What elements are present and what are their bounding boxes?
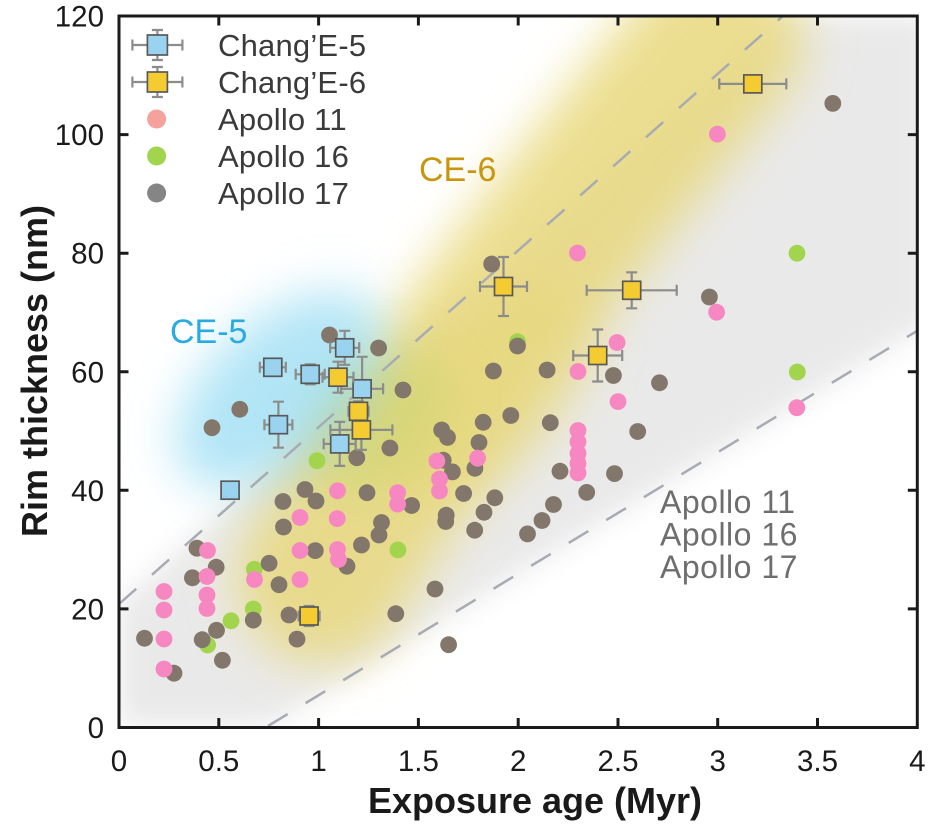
svg-text:Apollo 16: Apollo 16 xyxy=(660,517,798,553)
svg-text:2: 2 xyxy=(510,745,526,778)
svg-text:Apollo 11: Apollo 11 xyxy=(660,484,796,520)
svg-text:4: 4 xyxy=(909,745,925,778)
svg-text:1: 1 xyxy=(310,745,326,778)
svg-text:1.5: 1.5 xyxy=(398,745,439,778)
svg-text:3.5: 3.5 xyxy=(797,745,838,778)
svg-text:0: 0 xyxy=(111,745,127,778)
svg-text:100: 100 xyxy=(55,119,104,152)
svg-text:80: 80 xyxy=(71,238,104,271)
svg-text:Rim thickness (nm): Rim thickness (nm) xyxy=(14,205,55,537)
svg-text:Apollo 16: Apollo 16 xyxy=(218,139,349,174)
svg-text:Apollo 17: Apollo 17 xyxy=(660,549,798,585)
svg-text:CE-6: CE-6 xyxy=(419,151,496,189)
svg-text:0: 0 xyxy=(88,712,104,745)
svg-text:120: 120 xyxy=(55,1,104,34)
svg-text:Apollo 17: Apollo 17 xyxy=(218,176,349,211)
svg-text:CE-5: CE-5 xyxy=(170,313,247,351)
svg-text:20: 20 xyxy=(71,593,104,626)
svg-text:Exposure age (Myr): Exposure age (Myr) xyxy=(368,780,702,821)
svg-text:Apollo 11: Apollo 11 xyxy=(218,102,347,137)
svg-text:0.5: 0.5 xyxy=(198,745,239,778)
svg-text:3: 3 xyxy=(709,745,725,778)
svg-text:2.5: 2.5 xyxy=(597,745,638,778)
svg-text:Chang’E-6: Chang’E-6 xyxy=(218,65,366,100)
svg-text:40: 40 xyxy=(71,475,104,508)
svg-text:Chang’E-5: Chang’E-5 xyxy=(218,28,366,63)
svg-text:60: 60 xyxy=(71,356,104,389)
